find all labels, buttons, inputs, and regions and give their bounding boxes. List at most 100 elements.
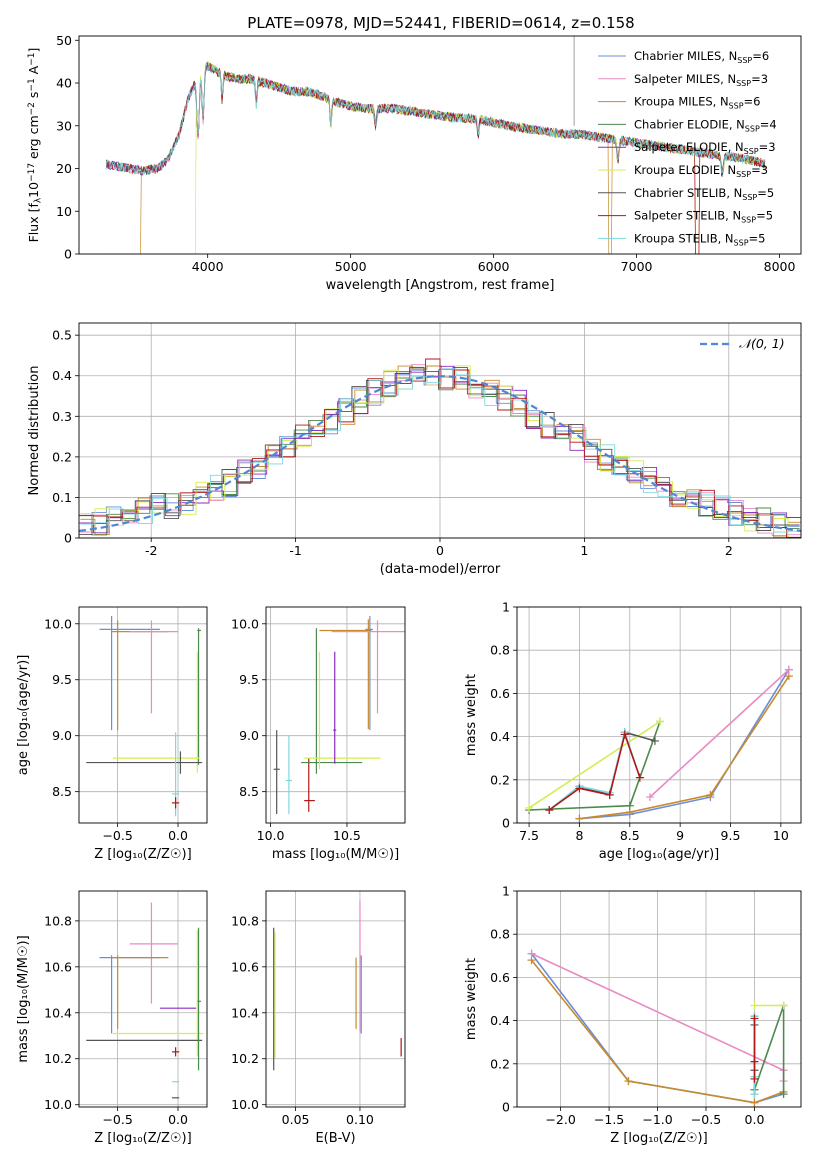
y-tick-label: 10 — [56, 204, 72, 219]
y-tick-label: 10.4 — [44, 1005, 72, 1020]
y-axis-label-part: 10 — [26, 182, 41, 198]
y-axis-label-part: −1 — [27, 53, 37, 66]
y-tick-label: 10.6 — [231, 959, 259, 974]
legend-label-value: =5 — [756, 209, 773, 223]
spectrum-kroupa-miles — [106, 61, 766, 254]
legend-label-value: =3 — [759, 140, 776, 154]
y-axis-label: mass [log₁₀(M/M☉)] — [16, 935, 31, 1062]
legend-label-text: Kroupa STELIB, N — [634, 231, 734, 245]
weight-kroupa-elodie — [528, 720, 661, 809]
weight-marker — [575, 784, 584, 793]
y-axis-label-part: Flux [f — [26, 203, 41, 243]
x-tick-label: −1.0 — [642, 1112, 672, 1127]
y-tick-label: 9.0 — [52, 728, 72, 743]
weight-marker — [620, 730, 629, 739]
errorbar-point — [365, 615, 373, 731]
y-tick-label: 0.2 — [490, 1056, 510, 1071]
y-tick-label: 10.0 — [231, 616, 259, 631]
hist-kroupa-elodie — [80, 365, 801, 538]
y-tick-label: 0 — [502, 1100, 510, 1115]
errorbar-point — [112, 651, 200, 773]
histograms — [79, 358, 801, 538]
legend-label-sub: SSP — [729, 102, 744, 111]
weight-lines — [525, 665, 793, 823]
y-axis-label-part: ] — [26, 48, 41, 53]
x-tick-label: 0.0 — [745, 1112, 765, 1127]
legend-label-sub: SSP — [737, 56, 752, 65]
x-axis-label: Z [log₁₀(Z/Z☉)] — [610, 1131, 707, 1146]
y-tick-label: 0.2 — [52, 449, 72, 464]
errorbar-point — [304, 651, 381, 770]
axes-frame — [516, 606, 802, 824]
weight-marker — [635, 773, 644, 782]
legend-label: Chabrier STELIB, NSSP=5 — [634, 186, 774, 202]
legend-label: Kroupa STELIB, NSSP=5 — [634, 231, 765, 247]
weight-marker — [706, 790, 715, 799]
y-tick-label: 0.4 — [52, 368, 72, 383]
legend-label-text: Chabrier STELIB, N — [634, 186, 742, 200]
x-tick-label: 0.05 — [282, 1112, 310, 1127]
hist-chabrier-stelib — [79, 366, 800, 536]
errorbar-point — [99, 615, 160, 731]
weight-kroupa-miles — [530, 959, 784, 1104]
hist-kroupa-stelib — [80, 368, 801, 533]
y-axis-label-part: −17 — [27, 163, 37, 182]
y-tick-label: 0.6 — [490, 970, 510, 985]
x-tick-label: 0.0 — [168, 1112, 188, 1127]
hist-chabrier-elodie — [79, 366, 800, 536]
weight-chabrier-miles — [579, 669, 790, 820]
y-axis-label: age [log₁₀(age/yr)] — [16, 655, 31, 776]
y-tick-label: 50 — [56, 33, 72, 48]
y-tick-label: 0 — [64, 247, 72, 262]
y-tick-label: 8.5 — [52, 784, 72, 799]
y-tick-label: 0.4 — [490, 1013, 510, 1028]
legend-label: Salpeter MILES, NSSP=3 — [634, 72, 768, 88]
y-tick-label: 9.0 — [239, 728, 259, 743]
x-tick-label: −0.5 — [102, 828, 132, 843]
gaussian-curve — [79, 375, 801, 532]
weight-chabrier-elodie — [753, 1005, 785, 1094]
legend-label-text: Kroupa ELODIE, N — [634, 163, 736, 177]
weight-marker — [750, 1098, 759, 1107]
axes-frame — [265, 606, 406, 824]
y-tick-label: 0.1 — [52, 490, 72, 505]
legend-label: 𝒩(0, 1) — [739, 336, 785, 351]
y-tick-label: 10.0 — [44, 616, 72, 631]
legend-label-text: Chabrier ELODIE, N — [634, 117, 745, 131]
errorbar-point — [197, 628, 201, 765]
y-tick-label: 10.6 — [44, 959, 72, 974]
errorbars — [86, 902, 204, 1099]
x-tick-label: -1 — [289, 543, 301, 558]
x-tick-label: 10.5 — [333, 828, 361, 843]
weight-marker — [650, 736, 659, 745]
panel-4: 7.5 8 8.5 9 9.5 10 0 0.2 0.4 0.6 0.8 1 age [log₁₀(ag… — [464, 600, 802, 862]
y-axis-label-part: erg cm — [26, 115, 41, 163]
legend-label-text: Salpeter STELIB, N — [634, 209, 741, 223]
axes-frame — [78, 606, 208, 824]
y-tick-label: 10.0 — [44, 1097, 72, 1112]
legend-label: Chabrier ELODIE, NSSP=4 — [634, 117, 777, 133]
legend-label: Chabrier MILES, NSSP=6 — [634, 49, 769, 65]
hist-kroupa-miles — [80, 365, 801, 538]
panel-1: -2 -1 0 1 2 0 0.1 0.2 0.3 0.4 0.5 𝒩(0, 1) (data-mode… — [27, 322, 802, 577]
errorbar-point — [111, 955, 169, 1029]
y-tick-label: 0.8 — [490, 927, 510, 942]
errorbar-point — [319, 619, 372, 729]
weight-marker — [750, 1014, 759, 1023]
y-tick-label: 10.2 — [231, 1051, 259, 1066]
y-tick-label: 0 — [64, 531, 72, 546]
weight-marker — [750, 1057, 759, 1066]
weight-marker — [625, 801, 634, 810]
y-axis-label: mass weight — [464, 958, 479, 1040]
y-tick-label: 40 — [56, 76, 72, 91]
legend-label-text: Salpeter MILES, N — [634, 72, 736, 86]
x-tick-label: 1 — [580, 543, 588, 558]
errorbar-point — [285, 735, 292, 815]
legend-label-text: Salpeter ELODIE, N — [634, 140, 744, 154]
axes-frame — [78, 890, 208, 1108]
y-tick-label: 0.5 — [52, 328, 72, 343]
x-tick-label: -2 — [145, 543, 157, 558]
errorbars — [273, 615, 405, 815]
